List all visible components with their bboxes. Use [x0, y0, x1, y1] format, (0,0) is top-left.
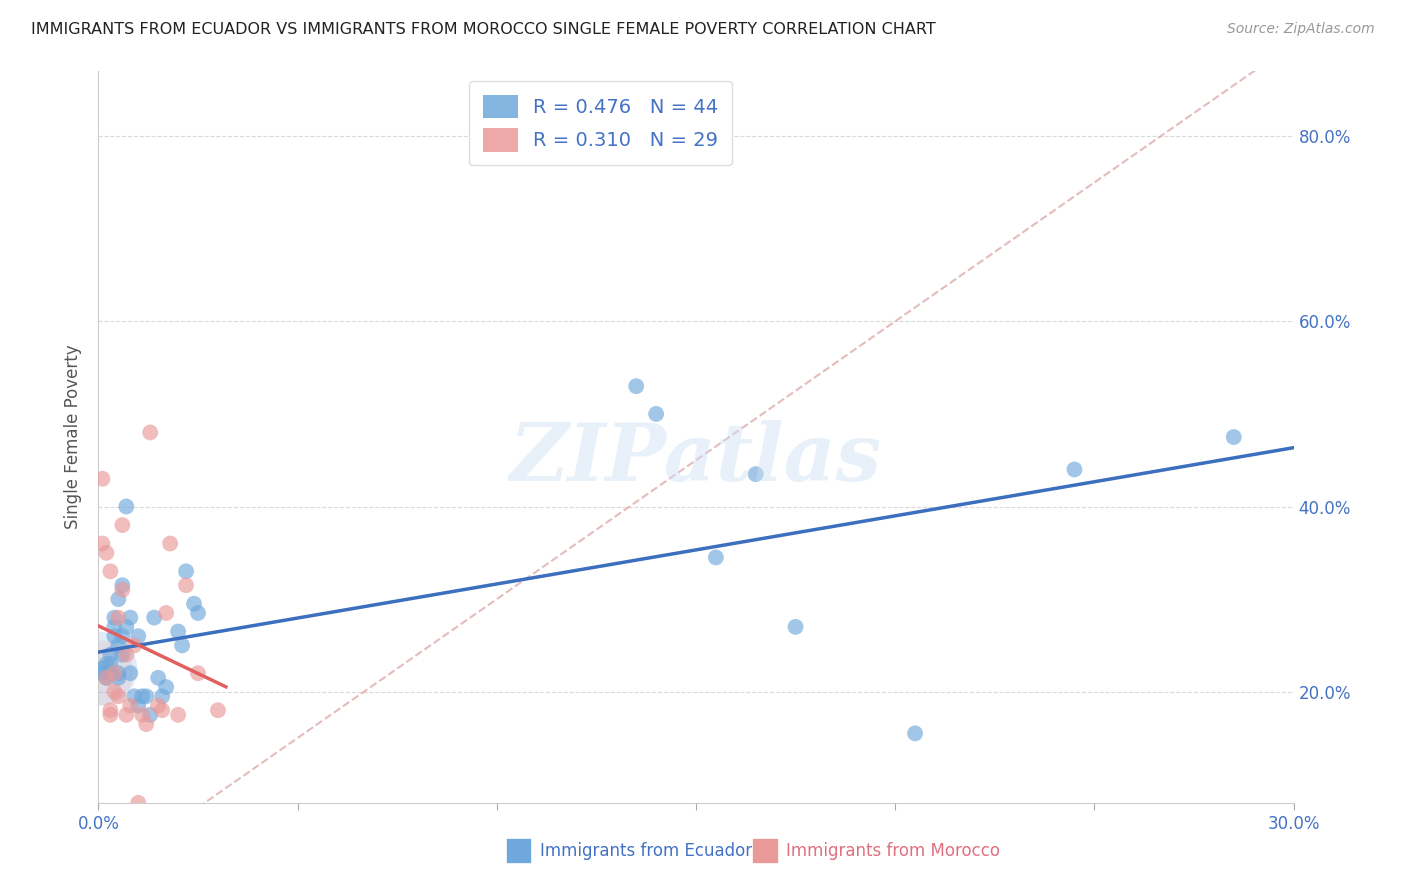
Point [98, 707, 122, 722]
Point [139, 707, 162, 722]
Point [103, 684, 125, 698]
Point [131, 690, 153, 704]
Point [785, 620, 807, 634]
Point [98, 648, 122, 662]
Point [96, 546, 118, 560]
Point [174, 565, 197, 579]
Point [174, 578, 197, 592]
Point [115, 707, 138, 722]
Point [135, 690, 157, 704]
Point [115, 500, 138, 514]
Point [120, 610, 142, 624]
Point [120, 698, 142, 713]
Point [645, 407, 668, 421]
Point [111, 578, 134, 592]
Text: ZIPatlas: ZIPatlas [510, 420, 882, 498]
Point [89, 661, 111, 675]
Point [115, 620, 138, 634]
Text: Immigrants from Ecuador: Immigrants from Ecuador [540, 842, 752, 860]
Point [207, 703, 229, 717]
Point [91, 666, 114, 681]
Point [183, 597, 205, 611]
Point [111, 518, 134, 533]
Y-axis label: Single Female Poverty: Single Female Poverty [65, 345, 83, 529]
Point [96, 657, 118, 671]
Point [187, 666, 209, 681]
Point [98, 565, 122, 579]
Point [107, 610, 129, 624]
Text: Source: ZipAtlas.com: Source: ZipAtlas.com [1227, 22, 1375, 37]
Point [107, 690, 129, 704]
Point [139, 425, 162, 440]
Point [115, 648, 138, 662]
Text: IMMIGRANTS FROM ECUADOR VS IMMIGRANTS FROM MOROCCO SINGLE FEMALE POVERTY CORRELA: IMMIGRANTS FROM ECUADOR VS IMMIGRANTS FR… [31, 22, 935, 37]
Point [127, 796, 149, 810]
Point [172, 639, 194, 653]
Point [167, 624, 190, 639]
Point [98, 666, 122, 681]
Point [155, 606, 177, 620]
Point [91, 661, 114, 675]
Point [111, 629, 134, 643]
Point [103, 629, 125, 643]
Point [98, 703, 122, 717]
Point [143, 610, 166, 624]
Point [150, 690, 173, 704]
Point [98, 657, 122, 671]
Point [103, 620, 125, 634]
Point [120, 666, 142, 681]
Point [904, 726, 927, 740]
Point [111, 648, 134, 662]
Point [150, 703, 173, 717]
Point [107, 666, 129, 681]
Point [159, 536, 181, 550]
Point [124, 639, 146, 653]
Point [131, 707, 153, 722]
Point [96, 671, 118, 685]
Point [1223, 430, 1246, 444]
Point [148, 698, 170, 713]
Point [103, 610, 125, 624]
Point [91, 536, 114, 550]
Point [187, 606, 209, 620]
Point [111, 582, 134, 597]
Point [167, 707, 190, 722]
Point [89, 666, 111, 681]
Point [745, 467, 768, 482]
Point [124, 690, 146, 704]
Text: Immigrants from Morocco: Immigrants from Morocco [786, 842, 1000, 860]
Point [626, 379, 648, 393]
Point [127, 629, 149, 643]
Legend: R = 0.476   N = 44, R = 0.310   N = 29: R = 0.476 N = 44, R = 0.310 N = 29 [470, 81, 731, 166]
Point [107, 592, 129, 607]
Point [155, 680, 177, 694]
Point [1063, 462, 1085, 476]
Point [704, 550, 727, 565]
Point [107, 671, 129, 685]
Point [91, 472, 114, 486]
Point [96, 671, 118, 685]
Point [127, 698, 149, 713]
Point [107, 639, 129, 653]
Point [103, 666, 125, 681]
Point [148, 671, 170, 685]
Point [135, 717, 157, 731]
